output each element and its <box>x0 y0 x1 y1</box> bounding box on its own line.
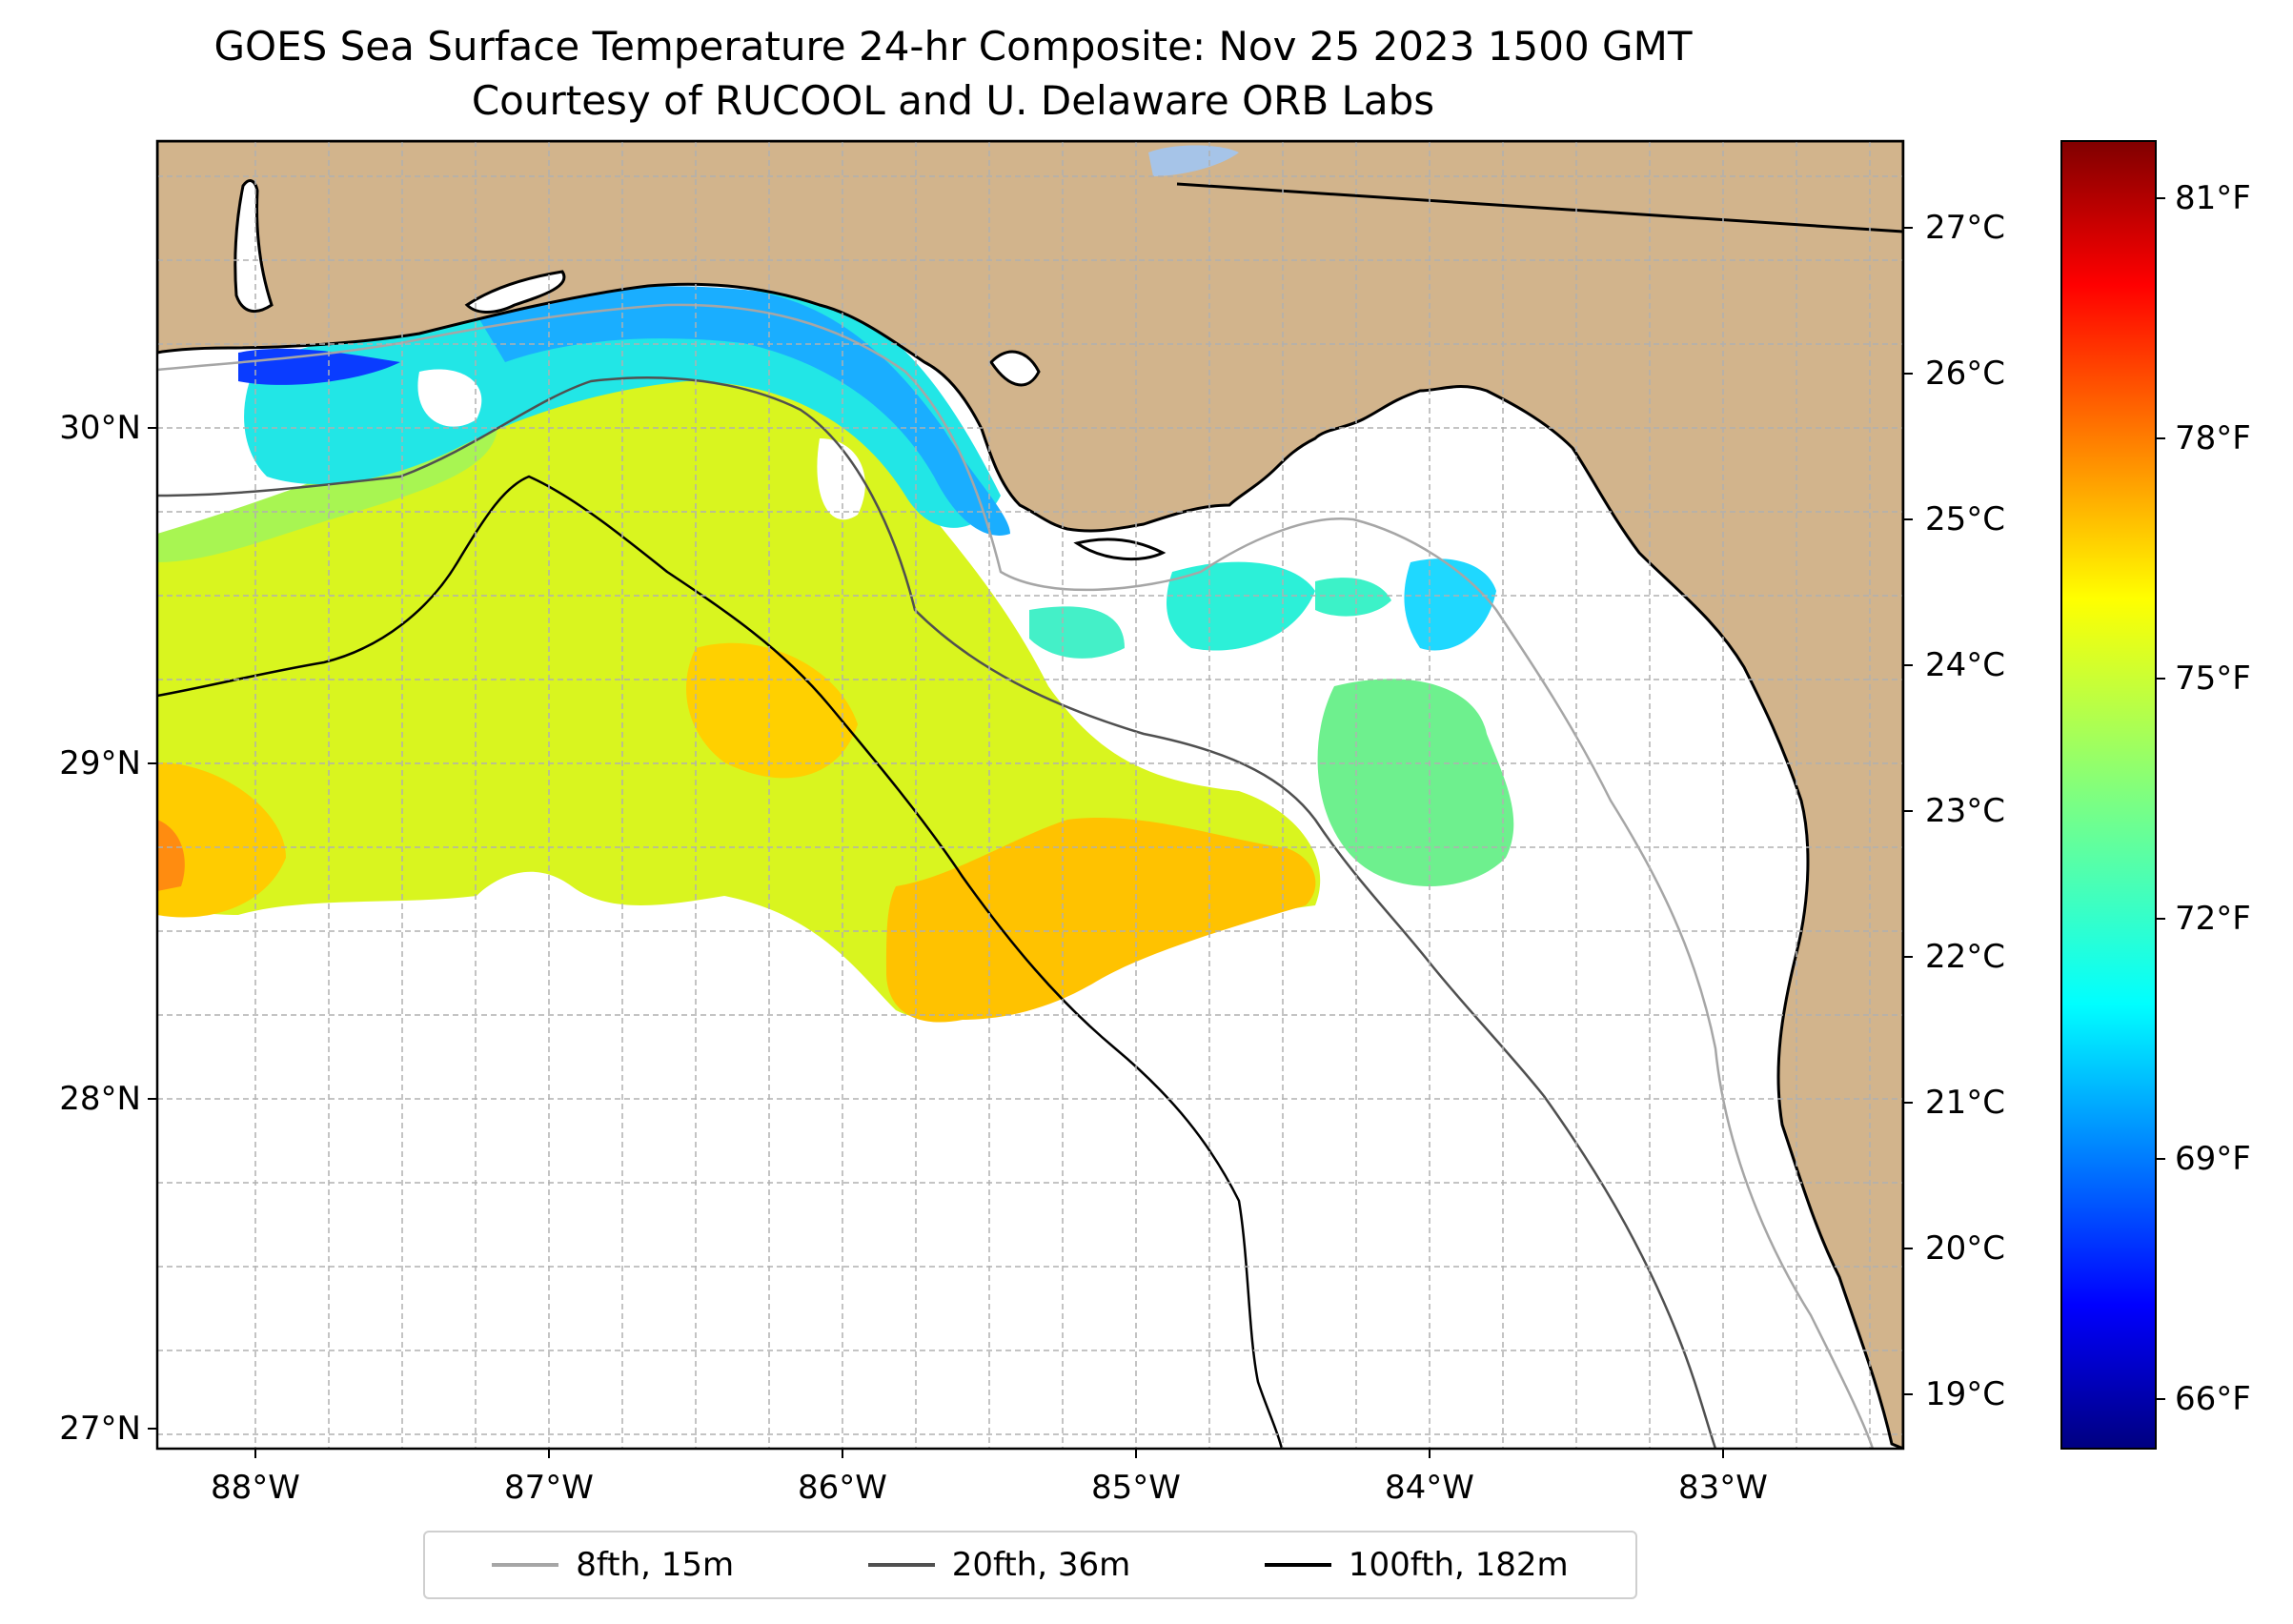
celsius-label: 23°C <box>1925 792 2006 830</box>
legend-swatch-20fth <box>867 1563 935 1567</box>
celsius-label: 19°C <box>1925 1375 2006 1413</box>
isobath-8fth <box>157 303 1875 1449</box>
legend-item-20fth: 20fth, 36m <box>867 1546 1131 1584</box>
isobath-20fth <box>157 376 1717 1449</box>
lat-label-27n: 27°N <box>59 1410 141 1448</box>
map-title: GOES Sea Surface Temperature 24-hr Compo… <box>213 23 1693 70</box>
fahrenheit-label: 72°F <box>2175 900 2251 938</box>
celsius-label: 20°C <box>1925 1229 2006 1268</box>
lake-seminole <box>1148 145 1239 176</box>
legend-item-8fth: 8fth, 15m <box>492 1546 734 1584</box>
lon-label-84w: 84°W <box>1385 1469 1474 1507</box>
lon-ticks <box>254 1449 1724 1458</box>
fahrenheit-label: 75°F <box>2175 660 2251 698</box>
lat-label-29n: 29°N <box>59 744 141 782</box>
fahrenheit-label: 66°F <box>2175 1380 2251 1418</box>
celsius-label: 25°C <box>1925 500 2006 538</box>
celsius-label: 21°C <box>1925 1084 2006 1122</box>
lon-label-85w: 85°W <box>1091 1469 1181 1507</box>
celsius-ticks <box>1903 227 1913 1395</box>
lon-label-88w: 88°W <box>211 1469 300 1507</box>
colorbar-ticks <box>2156 197 2165 1400</box>
fahrenheit-label: 69°F <box>2175 1140 2251 1178</box>
legend-label-8fth: 8fth, 15m <box>576 1546 735 1584</box>
lat-ticks <box>148 427 157 1430</box>
legend-swatch-8fth <box>492 1563 559 1567</box>
fahrenheit-label: 81°F <box>2175 179 2251 217</box>
lon-label-83w: 83°W <box>1678 1469 1768 1507</box>
legend-item-100fth: 100fth, 182m <box>1264 1546 1569 1584</box>
isobath-100fth <box>157 475 1284 1449</box>
celsius-label: 24°C <box>1925 646 2006 684</box>
legend-label-20fth: 20fth, 36m <box>951 1546 1131 1584</box>
celsius-label: 27°C <box>1925 209 2006 247</box>
lat-label-30n: 30°N <box>59 409 141 447</box>
celsius-label: 22°C <box>1925 938 2006 976</box>
map-subtitle: Courtesy of RUCOOL and U. Delaware ORB L… <box>471 77 1435 124</box>
gridlines <box>157 141 1903 1449</box>
colorbar <box>2060 140 2157 1450</box>
bays <box>233 179 1167 561</box>
state-border <box>1176 182 1903 233</box>
lat-label-28n: 28°N <box>59 1080 141 1118</box>
isobath-legend: 8fth, 15m 20fth, 36m 100fth, 182m <box>423 1531 1637 1599</box>
fahrenheit-label: 78°F <box>2175 419 2251 457</box>
celsius-label: 26°C <box>1925 355 2006 393</box>
lon-label-86w: 86°W <box>798 1469 887 1507</box>
map-frame <box>155 139 1905 1451</box>
lon-label-87w: 87°W <box>504 1469 594 1507</box>
sst-field <box>157 286 1514 1023</box>
legend-label-100fth: 100fth, 182m <box>1348 1546 1569 1584</box>
legend-swatch-100fth <box>1264 1563 1331 1567</box>
